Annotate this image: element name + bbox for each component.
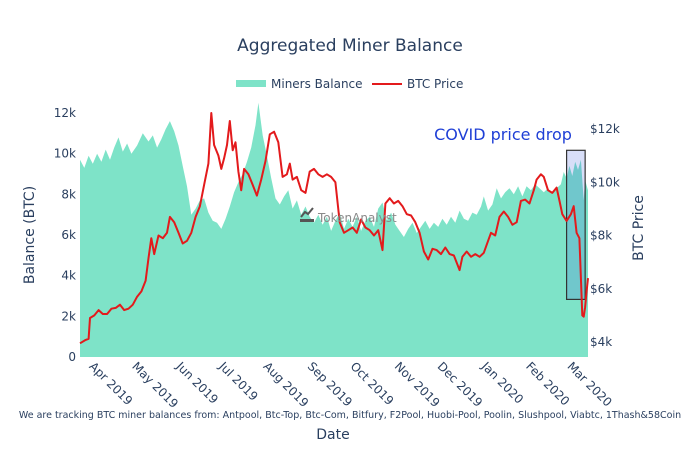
- x-tick-label: Jul 2019: [216, 359, 261, 404]
- y-tick-label: 10k: [54, 147, 76, 161]
- plot-area[interactable]: [79, 102, 589, 357]
- x-tick-label: Oct 2019: [348, 359, 397, 408]
- legend-swatch-miners-balance: [236, 80, 266, 87]
- footnote: We are tracking BTC miner balances from:…: [19, 410, 681, 421]
- chart-title: Aggregated Miner Balance: [237, 36, 463, 56]
- x-axis-title: Date: [316, 427, 349, 443]
- y-tick-label: 2k: [61, 309, 76, 323]
- legend-label-miners-balance: Miners Balance: [271, 77, 363, 91]
- y-axis-left: 0 2k 4k 6k 8k 10k 12k: [54, 106, 76, 364]
- y2-tick-label: $4k: [590, 335, 612, 349]
- x-tick-label: May 2019: [129, 359, 181, 411]
- y-axis-right: $4k $6k $8k $10k $12k: [590, 122, 620, 349]
- y-tick-label: 4k: [61, 269, 76, 283]
- y2-tick-label: $10k: [590, 175, 620, 189]
- miners-balance-area: [80, 102, 588, 357]
- x-tick-label: Mar 2020: [564, 359, 614, 409]
- x-tick-label: Sep 2019: [305, 359, 355, 409]
- legend[interactable]: Miners Balance BTC Price: [236, 77, 463, 91]
- legend-label-btc-price: BTC Price: [407, 77, 463, 91]
- x-tick-label: Dec 2019: [435, 359, 486, 410]
- y-axis-title: Balance (BTC): [22, 186, 38, 284]
- y2-tick-label: $8k: [590, 229, 612, 243]
- watermark-logo-icon: [300, 207, 314, 222]
- watermark: TokenAnalyst: [300, 207, 397, 225]
- legend-item-miners-balance[interactable]: Miners Balance: [236, 77, 363, 91]
- watermark-text: TokenAnalyst: [317, 211, 397, 225]
- x-tick-label: Apr 2019: [86, 359, 135, 408]
- x-tick-label: Aug 2019: [261, 359, 312, 410]
- legend-item-btc-price[interactable]: BTC Price: [372, 77, 463, 91]
- y2-tick-label: $12k: [590, 122, 620, 136]
- y-tick-label: 0: [68, 350, 76, 364]
- y-tick-label: 6k: [61, 228, 76, 242]
- y2-tick-label: $6k: [590, 282, 612, 296]
- y-tick-label: 12k: [54, 106, 76, 120]
- covid-annotation: COVID price drop: [434, 125, 572, 144]
- x-tick-label: Feb 2020: [523, 359, 572, 408]
- y2-axis-title: BTC Price: [631, 195, 647, 261]
- btc-price-line: [79, 112, 589, 345]
- y-tick-label: 8k: [61, 187, 76, 201]
- x-tick-label: Nov 2019: [392, 359, 443, 410]
